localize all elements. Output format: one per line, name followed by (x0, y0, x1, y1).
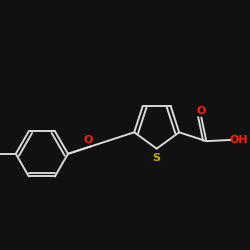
Text: OH: OH (230, 135, 248, 145)
Text: O: O (83, 135, 93, 145)
Text: O: O (197, 106, 206, 116)
Text: S: S (153, 153, 161, 163)
